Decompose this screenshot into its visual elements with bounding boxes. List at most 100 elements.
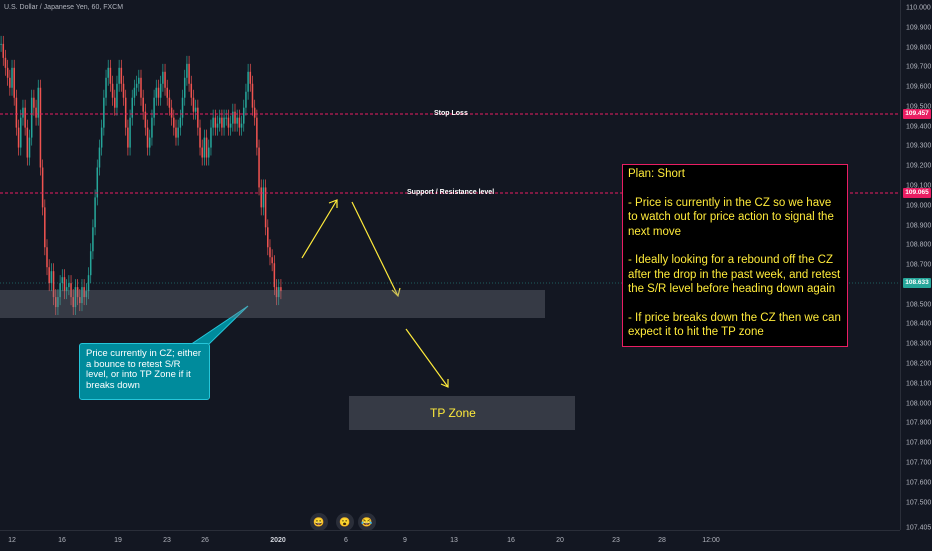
price-tick-label: 108.500 xyxy=(906,301,932,309)
candle-body xyxy=(190,83,193,98)
candle-body xyxy=(72,297,74,308)
candle-body xyxy=(122,83,125,98)
price-tick-label: 107.600 xyxy=(906,479,932,487)
candle-body xyxy=(166,87,168,98)
price-tick-label: 109.600 xyxy=(906,83,932,91)
candle-body xyxy=(11,67,13,88)
candle-body xyxy=(247,71,249,92)
time-axis[interactable]: 12 16 19 23 26 2020 6 9 13 16 20 23 28 12:00 xyxy=(0,530,900,551)
candle-body xyxy=(35,107,37,118)
candle-body xyxy=(54,297,57,308)
candle-body xyxy=(157,87,160,98)
candle-body xyxy=(100,127,103,148)
plan-title: Plan: Short xyxy=(628,168,685,180)
candle-body xyxy=(203,137,206,158)
current-zone-box[interactable] xyxy=(0,290,545,318)
candle-body xyxy=(214,117,217,128)
arrow-down-to-tp[interactable] xyxy=(405,328,449,388)
candle-body xyxy=(124,97,127,128)
candle-body xyxy=(208,147,210,158)
time-tick-label: 13 xyxy=(450,537,458,544)
candle-body xyxy=(118,67,120,84)
candle-body xyxy=(98,147,101,168)
candle-body xyxy=(242,107,245,124)
candle-body xyxy=(24,107,26,128)
candles-group xyxy=(0,35,282,316)
price-tick-label: 107.700 xyxy=(906,459,932,467)
candle-body xyxy=(262,187,265,208)
price-tick-label: 108.000 xyxy=(906,400,932,408)
price-tick-label: 108.300 xyxy=(906,340,932,348)
candle-body xyxy=(245,91,247,108)
candle-body xyxy=(76,287,79,298)
candle-body xyxy=(177,127,179,138)
cz-callout[interactable]: Price currently in CZ; either a bounce t… xyxy=(79,343,210,400)
candle-body xyxy=(181,97,184,118)
candle-body xyxy=(68,283,70,288)
tp-zone-box[interactable] xyxy=(349,396,575,430)
price-tick-label: 109.000 xyxy=(906,202,932,210)
candle-body xyxy=(251,83,254,108)
candle-body xyxy=(111,83,114,98)
candle-body xyxy=(253,107,256,118)
candle-body xyxy=(2,43,5,58)
candle-body xyxy=(199,127,201,148)
candle-body xyxy=(232,111,234,124)
stop-loss-price-tag: 109.457 xyxy=(903,109,931,119)
price-tick-label: 109.400 xyxy=(906,123,932,131)
candle-body xyxy=(96,167,99,198)
time-tick-label: 6 xyxy=(344,537,348,544)
candle-body xyxy=(103,97,105,128)
candle-body xyxy=(229,123,232,128)
candle-body xyxy=(188,63,190,84)
candle-body xyxy=(81,287,83,304)
candle-body xyxy=(30,97,33,138)
candle-body xyxy=(46,247,48,268)
candle-body xyxy=(269,247,271,258)
support-resistance-label: Support / Resistance level xyxy=(407,189,495,196)
reaction-emoji-1[interactable]: 😀 xyxy=(310,513,328,531)
candle-body xyxy=(159,83,162,98)
price-tick-label: 108.900 xyxy=(906,222,932,230)
time-tick-label: 12:00 xyxy=(702,537,720,544)
candle-body xyxy=(107,67,109,78)
candle-body xyxy=(197,107,199,128)
candle-body xyxy=(22,107,24,118)
price-tick-label: 108.700 xyxy=(906,261,932,269)
time-tick-label: 26 xyxy=(201,537,209,544)
price-tick-label: 108.100 xyxy=(906,380,932,388)
candle-body xyxy=(192,97,195,112)
arrow-up-to-sr[interactable] xyxy=(301,199,338,259)
price-axis[interactable]: 110.000 109.900 109.800 109.700 109.600 109.5… xyxy=(900,0,932,532)
candle-body xyxy=(135,83,138,88)
candle-body xyxy=(275,287,278,298)
plan-point-3: - If price breaks down the CZ then we ca… xyxy=(628,311,841,339)
candle-body xyxy=(179,117,182,128)
candle-body xyxy=(65,287,68,292)
candle-body xyxy=(109,67,112,84)
candle-body xyxy=(79,297,81,304)
candle-body xyxy=(37,87,40,118)
candle-body xyxy=(256,117,258,148)
candle-body xyxy=(216,123,219,128)
price-tick-label: 109.700 xyxy=(906,63,932,71)
time-tick-label: 28 xyxy=(658,537,666,544)
candle-body xyxy=(234,111,236,124)
candle-body xyxy=(129,117,131,148)
price-tick-label: 107.900 xyxy=(906,419,932,427)
price-tick-label: 109.800 xyxy=(906,44,932,52)
candle-body xyxy=(20,117,22,148)
candle-body xyxy=(4,57,7,68)
candle-body xyxy=(89,251,92,276)
candle-body xyxy=(28,137,31,158)
reaction-emoji-2[interactable]: 😮 xyxy=(336,513,354,531)
candle-body xyxy=(194,107,197,112)
reaction-emoji-3[interactable]: 😂 xyxy=(358,513,376,531)
time-tick-label: 23 xyxy=(612,537,620,544)
candle-body xyxy=(238,117,241,128)
candle-body xyxy=(258,147,260,188)
arrow-down-to-cz[interactable] xyxy=(351,201,401,298)
trade-plan-note[interactable]: Plan: Short - Price is currently in the … xyxy=(622,164,848,347)
price-tick-label: 107.800 xyxy=(906,439,932,447)
candle-body xyxy=(92,227,94,252)
